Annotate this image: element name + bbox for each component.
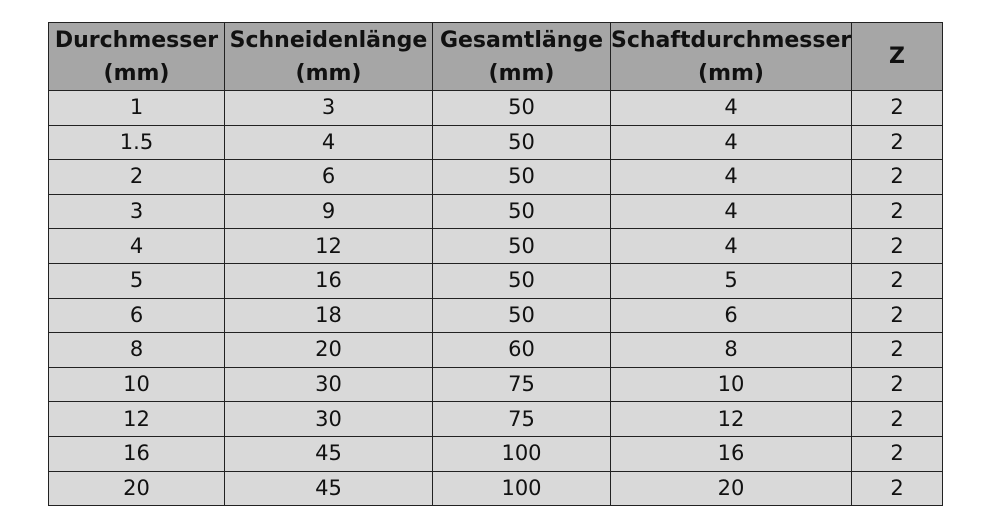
table-row: 1 3 50 4 2 bbox=[48, 90, 943, 126]
cell-cutting-length: 12 bbox=[224, 228, 433, 264]
cell-diameter: 5 bbox=[48, 262, 225, 299]
cell-total-length: 75 bbox=[432, 366, 611, 403]
table-row: 1.5 4 50 4 2 bbox=[48, 124, 943, 161]
cell-shank-diameter: 16 bbox=[610, 435, 852, 472]
cell-shank-diameter: 4 bbox=[610, 90, 852, 126]
cell-total-length: 50 bbox=[432, 90, 611, 126]
table-row: 2 6 50 4 2 bbox=[48, 159, 943, 195]
table-row: 6 18 50 6 2 bbox=[48, 297, 943, 334]
cell-flutes: 2 bbox=[851, 124, 943, 161]
cell-flutes: 2 bbox=[851, 297, 943, 334]
table-row: 16 45 100 16 2 bbox=[48, 435, 943, 472]
cell-shank-diameter: 20 bbox=[610, 470, 852, 507]
table-row: 5 16 50 5 2 bbox=[48, 262, 943, 299]
cell-cutting-length: 16 bbox=[224, 262, 433, 299]
table-row: 10 30 75 10 2 bbox=[48, 366, 943, 403]
header-total-length: Gesamtlänge (mm) bbox=[432, 22, 611, 91]
table-row: 20 45 100 20 2 bbox=[48, 470, 943, 507]
table-body: 1 3 50 4 2 1.5 4 50 4 2 2 6 50 4 2 3 9 50 4 2 4 12 50 4 2 5 16 50 5 2… bbox=[48, 90, 943, 507]
cell-diameter: 20 bbox=[48, 470, 225, 507]
cell-diameter: 10 bbox=[48, 366, 225, 403]
cell-total-length: 50 bbox=[432, 159, 611, 195]
cell-shank-diameter: 4 bbox=[610, 193, 852, 230]
cell-flutes: 2 bbox=[851, 262, 943, 299]
cell-total-length: 50 bbox=[432, 297, 611, 334]
cell-total-length: 50 bbox=[432, 124, 611, 161]
table-row: 12 30 75 12 2 bbox=[48, 401, 943, 437]
cell-total-length: 60 bbox=[432, 332, 611, 368]
cell-flutes: 2 bbox=[851, 401, 943, 437]
cell-flutes: 2 bbox=[851, 435, 943, 472]
cell-shank-diameter: 5 bbox=[610, 262, 852, 299]
cell-shank-diameter: 4 bbox=[610, 159, 852, 195]
cell-total-length: 100 bbox=[432, 435, 611, 472]
header-flutes: Z bbox=[851, 22, 943, 91]
cell-shank-diameter: 8 bbox=[610, 332, 852, 368]
cell-diameter: 2 bbox=[48, 159, 225, 195]
header-row: Durchmesser (mm) Schneidenlänge (mm) Ges… bbox=[48, 22, 943, 91]
cell-total-length: 75 bbox=[432, 401, 611, 437]
cell-cutting-length: 30 bbox=[224, 366, 433, 403]
header-cutting-length: Schneidenlänge (mm) bbox=[224, 22, 433, 91]
cell-total-length: 100 bbox=[432, 470, 611, 507]
cell-cutting-length: 6 bbox=[224, 159, 433, 195]
spec-table: Durchmesser (mm) Schneidenlänge (mm) Ges… bbox=[48, 22, 943, 507]
cell-shank-diameter: 4 bbox=[610, 124, 852, 161]
cell-flutes: 2 bbox=[851, 470, 943, 507]
cell-flutes: 2 bbox=[851, 159, 943, 195]
header-shank-diameter: Schaftdurchmesser (mm) bbox=[610, 22, 852, 91]
cell-shank-diameter: 10 bbox=[610, 366, 852, 403]
cell-shank-diameter: 12 bbox=[610, 401, 852, 437]
cell-cutting-length: 18 bbox=[224, 297, 433, 334]
cell-diameter: 4 bbox=[48, 228, 225, 264]
cell-total-length: 50 bbox=[432, 228, 611, 264]
table-row: 8 20 60 8 2 bbox=[48, 332, 943, 368]
cell-cutting-length: 45 bbox=[224, 435, 433, 472]
cell-shank-diameter: 4 bbox=[610, 228, 852, 264]
cell-shank-diameter: 6 bbox=[610, 297, 852, 334]
cell-cutting-length: 45 bbox=[224, 470, 433, 507]
cell-diameter: 16 bbox=[48, 435, 225, 472]
cell-flutes: 2 bbox=[851, 193, 943, 230]
cell-total-length: 50 bbox=[432, 262, 611, 299]
cell-diameter: 1 bbox=[48, 90, 225, 126]
cell-diameter: 1.5 bbox=[48, 124, 225, 161]
cell-diameter: 12 bbox=[48, 401, 225, 437]
cell-flutes: 2 bbox=[851, 332, 943, 368]
cell-cutting-length: 30 bbox=[224, 401, 433, 437]
cell-diameter: 8 bbox=[48, 332, 225, 368]
cell-diameter: 6 bbox=[48, 297, 225, 334]
cell-flutes: 2 bbox=[851, 228, 943, 264]
table-row: 4 12 50 4 2 bbox=[48, 228, 943, 264]
cell-cutting-length: 3 bbox=[224, 90, 433, 126]
cell-cutting-length: 20 bbox=[224, 332, 433, 368]
cell-diameter: 3 bbox=[48, 193, 225, 230]
cell-cutting-length: 4 bbox=[224, 124, 433, 161]
cell-cutting-length: 9 bbox=[224, 193, 433, 230]
header-diameter: Durchmesser (mm) bbox=[48, 22, 225, 91]
cell-flutes: 2 bbox=[851, 90, 943, 126]
table-row: 3 9 50 4 2 bbox=[48, 193, 943, 230]
cell-total-length: 50 bbox=[432, 193, 611, 230]
cell-flutes: 2 bbox=[851, 366, 943, 403]
